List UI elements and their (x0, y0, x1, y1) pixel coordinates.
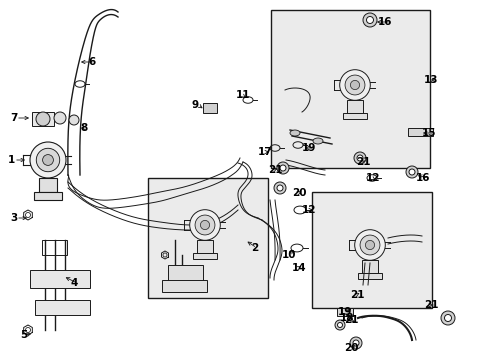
Circle shape (365, 240, 374, 249)
Circle shape (337, 323, 342, 328)
Ellipse shape (289, 130, 299, 136)
Bar (346, 100, 362, 113)
Ellipse shape (312, 138, 323, 144)
Bar (407, 128, 432, 136)
Circle shape (280, 165, 285, 171)
Bar (34, 192, 62, 199)
Bar (336, 308, 352, 316)
Circle shape (42, 154, 53, 165)
Text: 10: 10 (282, 250, 296, 260)
Text: 5: 5 (20, 330, 27, 340)
Circle shape (36, 112, 50, 126)
Bar (197, 240, 212, 253)
Circle shape (69, 115, 79, 125)
Circle shape (345, 75, 364, 95)
Bar (311, 192, 431, 308)
Text: 11: 11 (236, 90, 250, 100)
Bar (357, 273, 382, 279)
Circle shape (276, 185, 283, 191)
Circle shape (339, 70, 369, 100)
Text: 17: 17 (258, 147, 272, 157)
Circle shape (276, 162, 288, 174)
Circle shape (195, 215, 215, 235)
Circle shape (354, 230, 385, 260)
Text: 15: 15 (421, 128, 435, 138)
Circle shape (405, 166, 417, 178)
Text: 19: 19 (301, 143, 315, 153)
Text: 9: 9 (192, 100, 199, 110)
Text: 14: 14 (291, 263, 306, 273)
Text: 12: 12 (365, 173, 380, 183)
Text: 13: 13 (423, 75, 437, 85)
Bar (32, 112, 54, 126)
Bar (342, 113, 366, 119)
Circle shape (189, 210, 220, 240)
Text: 21: 21 (355, 157, 370, 167)
Circle shape (273, 182, 285, 194)
Circle shape (440, 311, 454, 325)
Text: 6: 6 (88, 57, 96, 67)
Bar (30, 270, 90, 288)
Text: 7: 7 (10, 113, 18, 123)
Text: 3: 3 (10, 213, 17, 223)
Circle shape (30, 142, 66, 178)
Text: 16: 16 (415, 173, 429, 183)
Text: 18: 18 (339, 313, 354, 323)
Circle shape (334, 320, 345, 330)
Circle shape (408, 169, 414, 175)
Circle shape (36, 148, 60, 172)
Text: 19: 19 (337, 307, 352, 317)
Circle shape (366, 17, 373, 23)
Text: 8: 8 (81, 123, 88, 133)
Circle shape (362, 13, 376, 27)
Circle shape (352, 340, 358, 346)
Text: 20: 20 (343, 343, 358, 353)
Circle shape (359, 235, 379, 255)
Circle shape (200, 220, 209, 230)
Circle shape (353, 152, 365, 164)
Bar (39, 178, 57, 192)
Bar (192, 253, 217, 258)
Text: 21: 21 (267, 165, 282, 175)
Text: 2: 2 (250, 243, 258, 253)
Text: 21: 21 (343, 315, 358, 325)
Text: 1: 1 (8, 155, 15, 165)
Bar (42, 240, 67, 255)
Text: 21: 21 (349, 290, 364, 300)
Bar (168, 265, 203, 283)
Bar (362, 260, 377, 273)
Circle shape (356, 155, 362, 161)
Bar (203, 103, 217, 113)
Text: 12: 12 (302, 205, 316, 215)
Circle shape (350, 80, 359, 90)
Circle shape (349, 337, 361, 349)
Text: 21: 21 (423, 300, 438, 310)
Bar (148, 178, 267, 298)
Bar (35, 300, 90, 315)
Text: 16: 16 (377, 17, 391, 27)
Text: 4: 4 (70, 278, 78, 288)
Bar (162, 280, 206, 292)
Text: 20: 20 (291, 188, 306, 198)
Circle shape (444, 315, 450, 321)
Circle shape (54, 112, 66, 124)
Bar (270, 10, 429, 168)
